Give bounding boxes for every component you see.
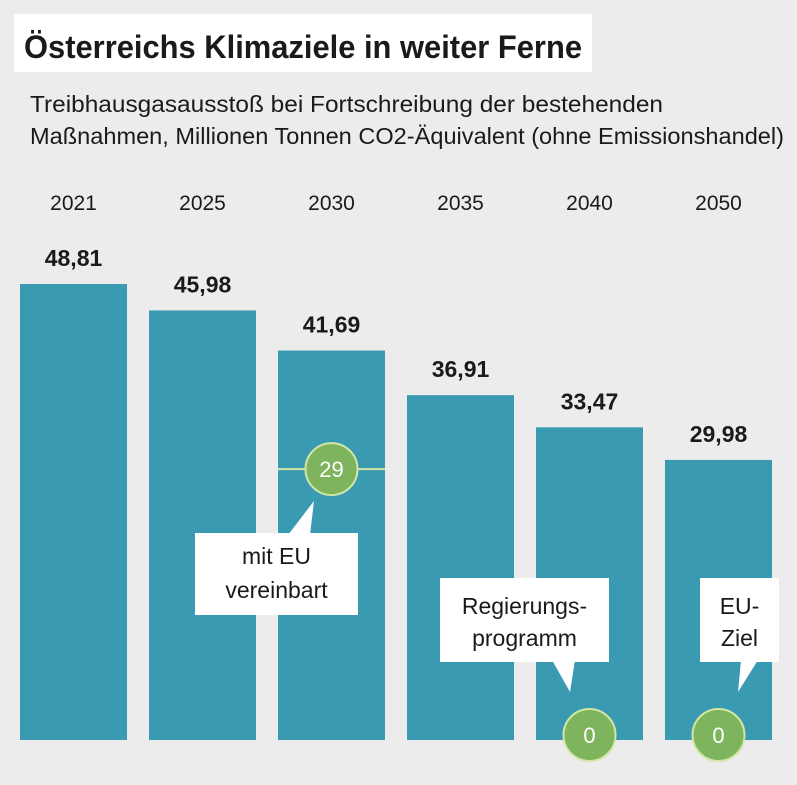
year-label-2021: 2021 (50, 192, 97, 215)
title-block: Österreichs Klimaziele in weiter Ferne (14, 14, 592, 72)
annotation-line-2: Ziel (721, 625, 758, 651)
year-labels: 2021 2025 2030 2035 2040 2050 (50, 192, 742, 215)
target-label-2040: 0 (583, 723, 595, 748)
target-markers: 29 0 0 (278, 442, 746, 762)
title-box (14, 14, 592, 72)
bars (20, 284, 772, 740)
chart-title: Österreichs Klimaziele in weiter Ferne (24, 29, 582, 65)
annotation-2050: EU- Ziel (700, 578, 779, 692)
annotation-line-2: vereinbart (225, 577, 328, 603)
target-label-2030: 29 (319, 457, 343, 482)
annotation-box (195, 533, 358, 615)
year-label-2035: 2035 (437, 192, 484, 215)
annotation-pointer (738, 660, 758, 692)
value-label-2021: 48,81 (45, 245, 103, 271)
value-label-2035: 36,91 (432, 356, 490, 382)
annotation-pointer (552, 660, 575, 692)
target-circle-2030 (304, 442, 359, 497)
bar-2021 (20, 284, 127, 740)
annotation-line-2: programm (472, 625, 577, 651)
bar-2025 (149, 310, 256, 740)
target-label-2050: 0 (712, 723, 724, 748)
annotation-box (700, 578, 779, 662)
chart-subtitle-line-1: Treibhausgasausstoß bei Fortschreibung d… (30, 91, 663, 117)
value-labels: 48,81 45,98 41,69 36,91 33,47 29,98 (45, 245, 748, 447)
target-circle-2040 (562, 708, 617, 762)
annotations: mit EU vereinbart Regierungs- programm E… (195, 501, 779, 692)
year-label-2030: 2030 (308, 192, 355, 215)
target-circle-2050 (691, 708, 746, 762)
value-label-2025: 45,98 (174, 271, 232, 297)
annotation-2040: Regierungs- programm (440, 578, 609, 692)
bar-2035 (407, 395, 514, 740)
year-label-2040: 2040 (566, 192, 613, 215)
value-label-2030: 41,69 (303, 312, 361, 338)
annotation-line-1: mit EU (242, 543, 311, 569)
year-label-2050: 2050 (695, 192, 742, 215)
annotation-pointer (288, 501, 314, 535)
chart-subtitle-line-2: Maßnahmen, Millionen Tonnen CO2-Äquivale… (30, 123, 784, 149)
annotation-box (440, 578, 609, 662)
annotation-2030: mit EU vereinbart (195, 501, 358, 615)
annotation-line-1: Regierungs- (462, 593, 587, 619)
value-label-2040: 33,47 (561, 388, 619, 414)
year-label-2025: 2025 (179, 192, 226, 215)
value-label-2050: 29,98 (690, 421, 748, 447)
annotation-line-1: EU- (720, 593, 760, 619)
